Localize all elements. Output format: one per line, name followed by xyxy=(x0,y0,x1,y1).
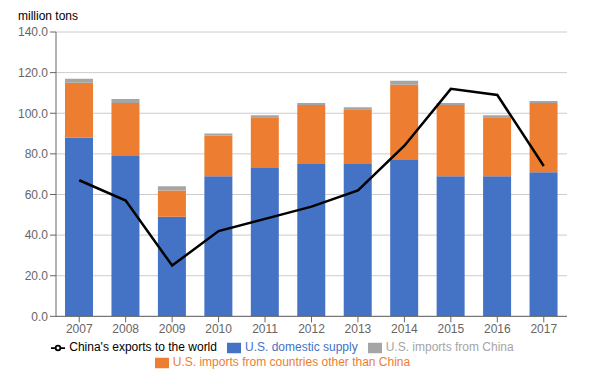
svg-text:0.0: 0.0 xyxy=(31,310,48,324)
svg-text:2009: 2009 xyxy=(159,322,186,336)
svg-text:60.0: 60.0 xyxy=(25,188,49,202)
html-text:U.S. imports from countries ot: U.S. imports from countries other than C… xyxy=(172,355,411,370)
svg-text:2015: 2015 xyxy=(438,322,465,336)
svg-text:2016: 2016 xyxy=(484,322,511,336)
svg-text:2010: 2010 xyxy=(205,322,232,336)
html-text:million tons: million tons xyxy=(18,9,78,23)
svg-text:120.0: 120.0 xyxy=(18,66,48,80)
svg-text:20.0: 20.0 xyxy=(25,269,49,283)
html-text:China's exports to the world: China's exports to the world xyxy=(69,340,217,355)
svg-text:2013: 2013 xyxy=(345,322,372,336)
svg-text:100.0: 100.0 xyxy=(18,107,48,121)
svg-text:2011: 2011 xyxy=(252,322,278,336)
html-text:U.S. imports from China: U.S. imports from China xyxy=(385,340,514,355)
svg-text:2014: 2014 xyxy=(391,322,418,336)
svg-text:2017: 2017 xyxy=(530,322,557,336)
svg-text:2007: 2007 xyxy=(66,322,93,336)
svg-text:80.0: 80.0 xyxy=(25,147,49,161)
svg-text:140.0: 140.0 xyxy=(18,25,48,39)
svg-text:2008: 2008 xyxy=(112,322,139,336)
html-text:U.S. domestic supply: U.S. domestic supply xyxy=(245,340,358,355)
svg-text:40.0: 40.0 xyxy=(25,228,49,242)
svg-text:2012: 2012 xyxy=(298,322,325,336)
